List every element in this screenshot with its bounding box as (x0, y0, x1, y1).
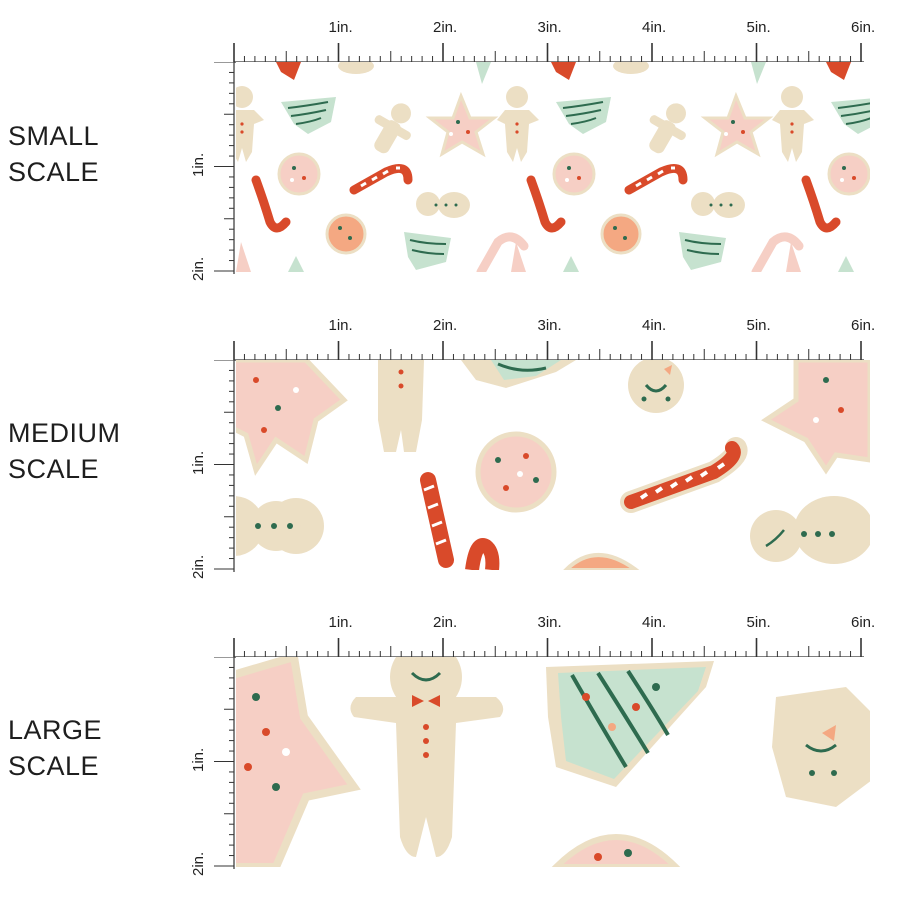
top-ruler-label: 2in. (433, 317, 458, 334)
top-ruler-label: 6in. (851, 317, 876, 334)
side-ruler-label: 1in. (190, 152, 207, 177)
candy-cane-icon (620, 437, 748, 513)
top-ruler-label: 1in. (328, 317, 353, 334)
round-sprinkle-cookie-icon (475, 431, 557, 513)
top-ruler-label: 6in. (851, 19, 876, 36)
top-ruler-label: 3in. (537, 317, 562, 334)
top-ruler-label: 5in. (746, 19, 771, 36)
medium-scale-line2: SCALE (8, 454, 100, 484)
top-ruler-label: 4in. (642, 317, 667, 334)
top-ruler-label: 5in. (746, 317, 771, 334)
side-ruler-label: 2in. (190, 851, 207, 876)
snowman-cookie-icon (236, 496, 324, 556)
small-scale-swatch (236, 62, 870, 272)
side-ruler-0 (214, 62, 235, 274)
side-ruler-1 (214, 360, 235, 572)
top-ruler-label: 5in. (746, 614, 771, 631)
christmas-tree-cookie-icon (546, 661, 714, 787)
large-scale-line2: SCALE (8, 751, 100, 781)
star-cookie-icon (236, 657, 361, 867)
side-ruler-label: 1in. (190, 450, 207, 475)
medium-scale-label: MEDIUM SCALE (8, 415, 121, 487)
top-ruler-label: 1in. (328, 19, 353, 36)
side-ruler-2 (214, 657, 235, 869)
large-scale-label: LARGE SCALE (8, 712, 102, 784)
medium-scale-line1: MEDIUM (8, 418, 121, 448)
side-ruler-label: 1in. (190, 747, 207, 772)
top-ruler-0 (233, 43, 864, 63)
top-ruler-label: 2in. (433, 614, 458, 631)
small-scale-label: SMALL SCALE (8, 118, 99, 190)
large-scale-line1: LARGE (8, 715, 103, 745)
small-scale-line1: SMALL (8, 121, 100, 151)
top-ruler-label: 3in. (537, 19, 562, 36)
round-sprinkle-cookie-icon (551, 834, 681, 867)
side-ruler-label: 2in. (190, 256, 207, 281)
side-ruler-label: 2in. (190, 554, 207, 579)
star-cookie-icon (236, 360, 348, 476)
gingerbread-man-icon (378, 360, 424, 452)
large-scale-swatch (236, 657, 870, 867)
top-ruler-label: 4in. (642, 614, 667, 631)
top-ruler-label: 6in. (851, 614, 876, 631)
top-ruler-label: 1in. (328, 614, 353, 631)
gingerbread-man-icon (350, 657, 504, 857)
top-ruler-label: 4in. (642, 19, 667, 36)
christmas-tree-cookie-icon (461, 360, 576, 388)
top-ruler-1 (233, 341, 864, 361)
medium-scale-swatch (236, 360, 870, 570)
top-ruler-2 (233, 638, 864, 658)
small-scale-line2: SCALE (8, 157, 100, 187)
top-ruler-label: 3in. (537, 614, 562, 631)
top-ruler-label: 2in. (433, 19, 458, 36)
